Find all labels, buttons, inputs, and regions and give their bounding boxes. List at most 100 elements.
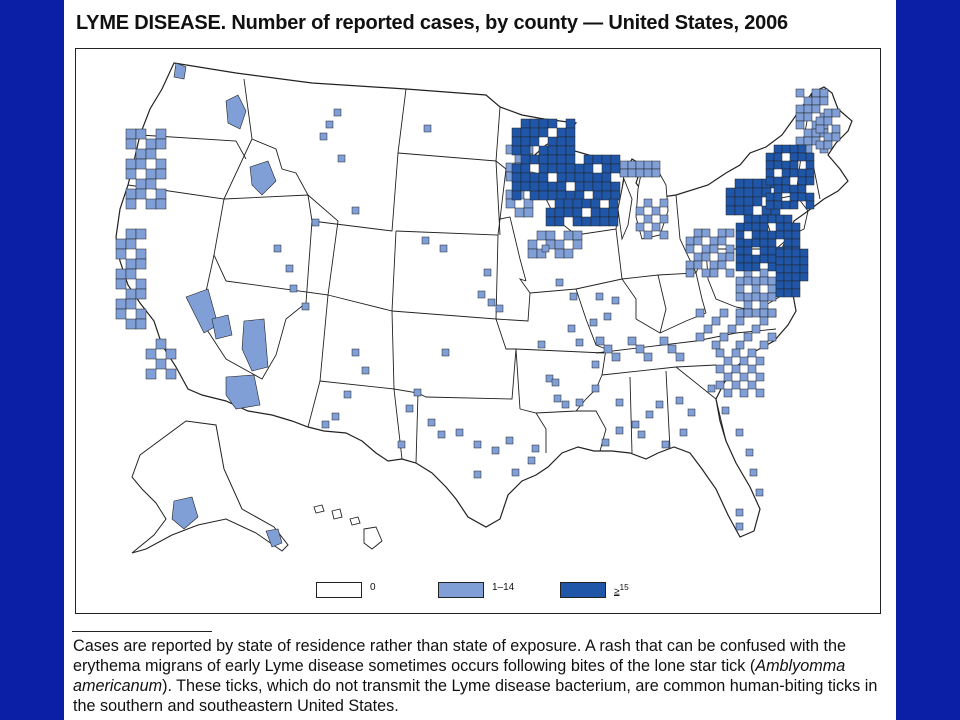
county-cell xyxy=(554,239,565,250)
county-cell xyxy=(125,188,137,200)
county-cell xyxy=(477,290,486,299)
county-cell xyxy=(775,264,785,274)
county-cell xyxy=(703,324,713,334)
county-cell xyxy=(739,388,749,398)
county-cell xyxy=(125,268,137,280)
legend-label-zero: 0 xyxy=(370,582,376,593)
county-cell xyxy=(575,398,584,407)
county-cell xyxy=(735,284,745,294)
county-cell xyxy=(739,356,749,366)
county-cell xyxy=(759,254,769,264)
county-cell xyxy=(319,132,328,141)
county-cell xyxy=(783,214,793,224)
county-cell xyxy=(627,336,637,346)
county-cell xyxy=(643,230,653,240)
county-cell xyxy=(135,148,147,160)
county-cell xyxy=(831,124,841,134)
county-cell xyxy=(574,172,585,183)
county-cell xyxy=(743,187,754,198)
county-cluster xyxy=(249,160,277,196)
county-cell xyxy=(125,258,137,270)
county-cell xyxy=(695,308,705,318)
county-cell xyxy=(554,248,565,259)
county-cell xyxy=(511,468,520,477)
county-cell xyxy=(595,292,604,301)
county-cell xyxy=(554,198,565,209)
county-cell xyxy=(125,138,137,150)
county-cell xyxy=(610,163,621,174)
county-cell xyxy=(115,278,127,290)
county-cell xyxy=(523,207,534,218)
county-cell xyxy=(601,438,610,447)
county-cell xyxy=(734,178,745,189)
county-cell xyxy=(803,128,813,138)
county-cell xyxy=(569,292,578,301)
county-cell xyxy=(781,168,791,178)
county-cell xyxy=(775,222,785,232)
county-cell xyxy=(565,190,576,201)
county-cell xyxy=(819,96,829,106)
county-cell xyxy=(565,172,576,183)
county-cell xyxy=(643,214,653,224)
county-cell xyxy=(731,380,741,390)
county-cell xyxy=(589,318,598,327)
county-cell xyxy=(572,216,583,227)
county-cell xyxy=(752,178,763,189)
county-cell xyxy=(789,192,799,202)
county-cell xyxy=(823,116,833,126)
county-cell xyxy=(759,292,769,302)
county-cell xyxy=(437,430,446,439)
county-cell xyxy=(765,176,775,186)
county-cell xyxy=(520,145,531,156)
county-cell xyxy=(693,252,703,262)
county-cell xyxy=(541,244,550,253)
county-cell xyxy=(538,190,549,201)
county-cell xyxy=(135,188,147,200)
county-cell xyxy=(603,312,612,321)
county-cell xyxy=(520,172,531,183)
county-cell xyxy=(783,280,793,290)
county-cell xyxy=(701,252,711,262)
county-cell xyxy=(285,264,294,273)
county-cell xyxy=(693,236,703,246)
county-cell xyxy=(709,260,719,270)
county-cell xyxy=(537,340,546,349)
county-cell xyxy=(709,268,719,278)
county-cell xyxy=(767,292,777,302)
county-cell xyxy=(735,246,745,256)
county-cell xyxy=(643,160,653,170)
county-cell xyxy=(773,144,783,154)
county-cell xyxy=(554,216,565,227)
county-cell xyxy=(554,207,565,218)
county-cell xyxy=(752,187,763,198)
county-cell xyxy=(791,230,801,240)
county-cell xyxy=(529,154,540,165)
county-cell xyxy=(155,128,167,140)
county-cell xyxy=(735,276,745,286)
county-cell xyxy=(520,118,531,129)
county-cell xyxy=(743,300,753,310)
lake-michigan xyxy=(617,177,633,241)
county-cell xyxy=(556,172,567,183)
county-cell xyxy=(743,276,753,286)
county-cell xyxy=(473,440,482,449)
county-cell xyxy=(707,384,716,393)
county-cell xyxy=(529,181,540,192)
county-cell xyxy=(767,238,777,248)
county-cell xyxy=(520,127,531,138)
county-cell xyxy=(773,192,783,202)
county-cell xyxy=(538,118,549,129)
county-cell xyxy=(520,154,531,165)
county-cell xyxy=(791,238,801,248)
county-cell xyxy=(717,252,727,262)
county-cell xyxy=(583,181,594,192)
county-cell xyxy=(747,364,757,374)
county-cell xyxy=(743,262,753,272)
county-cell xyxy=(343,390,352,399)
county-cell xyxy=(743,196,754,207)
county-cell xyxy=(755,356,765,366)
county-cell xyxy=(743,308,753,318)
county-cell xyxy=(797,176,807,186)
county-cell xyxy=(775,214,785,224)
county-cell xyxy=(797,168,807,178)
